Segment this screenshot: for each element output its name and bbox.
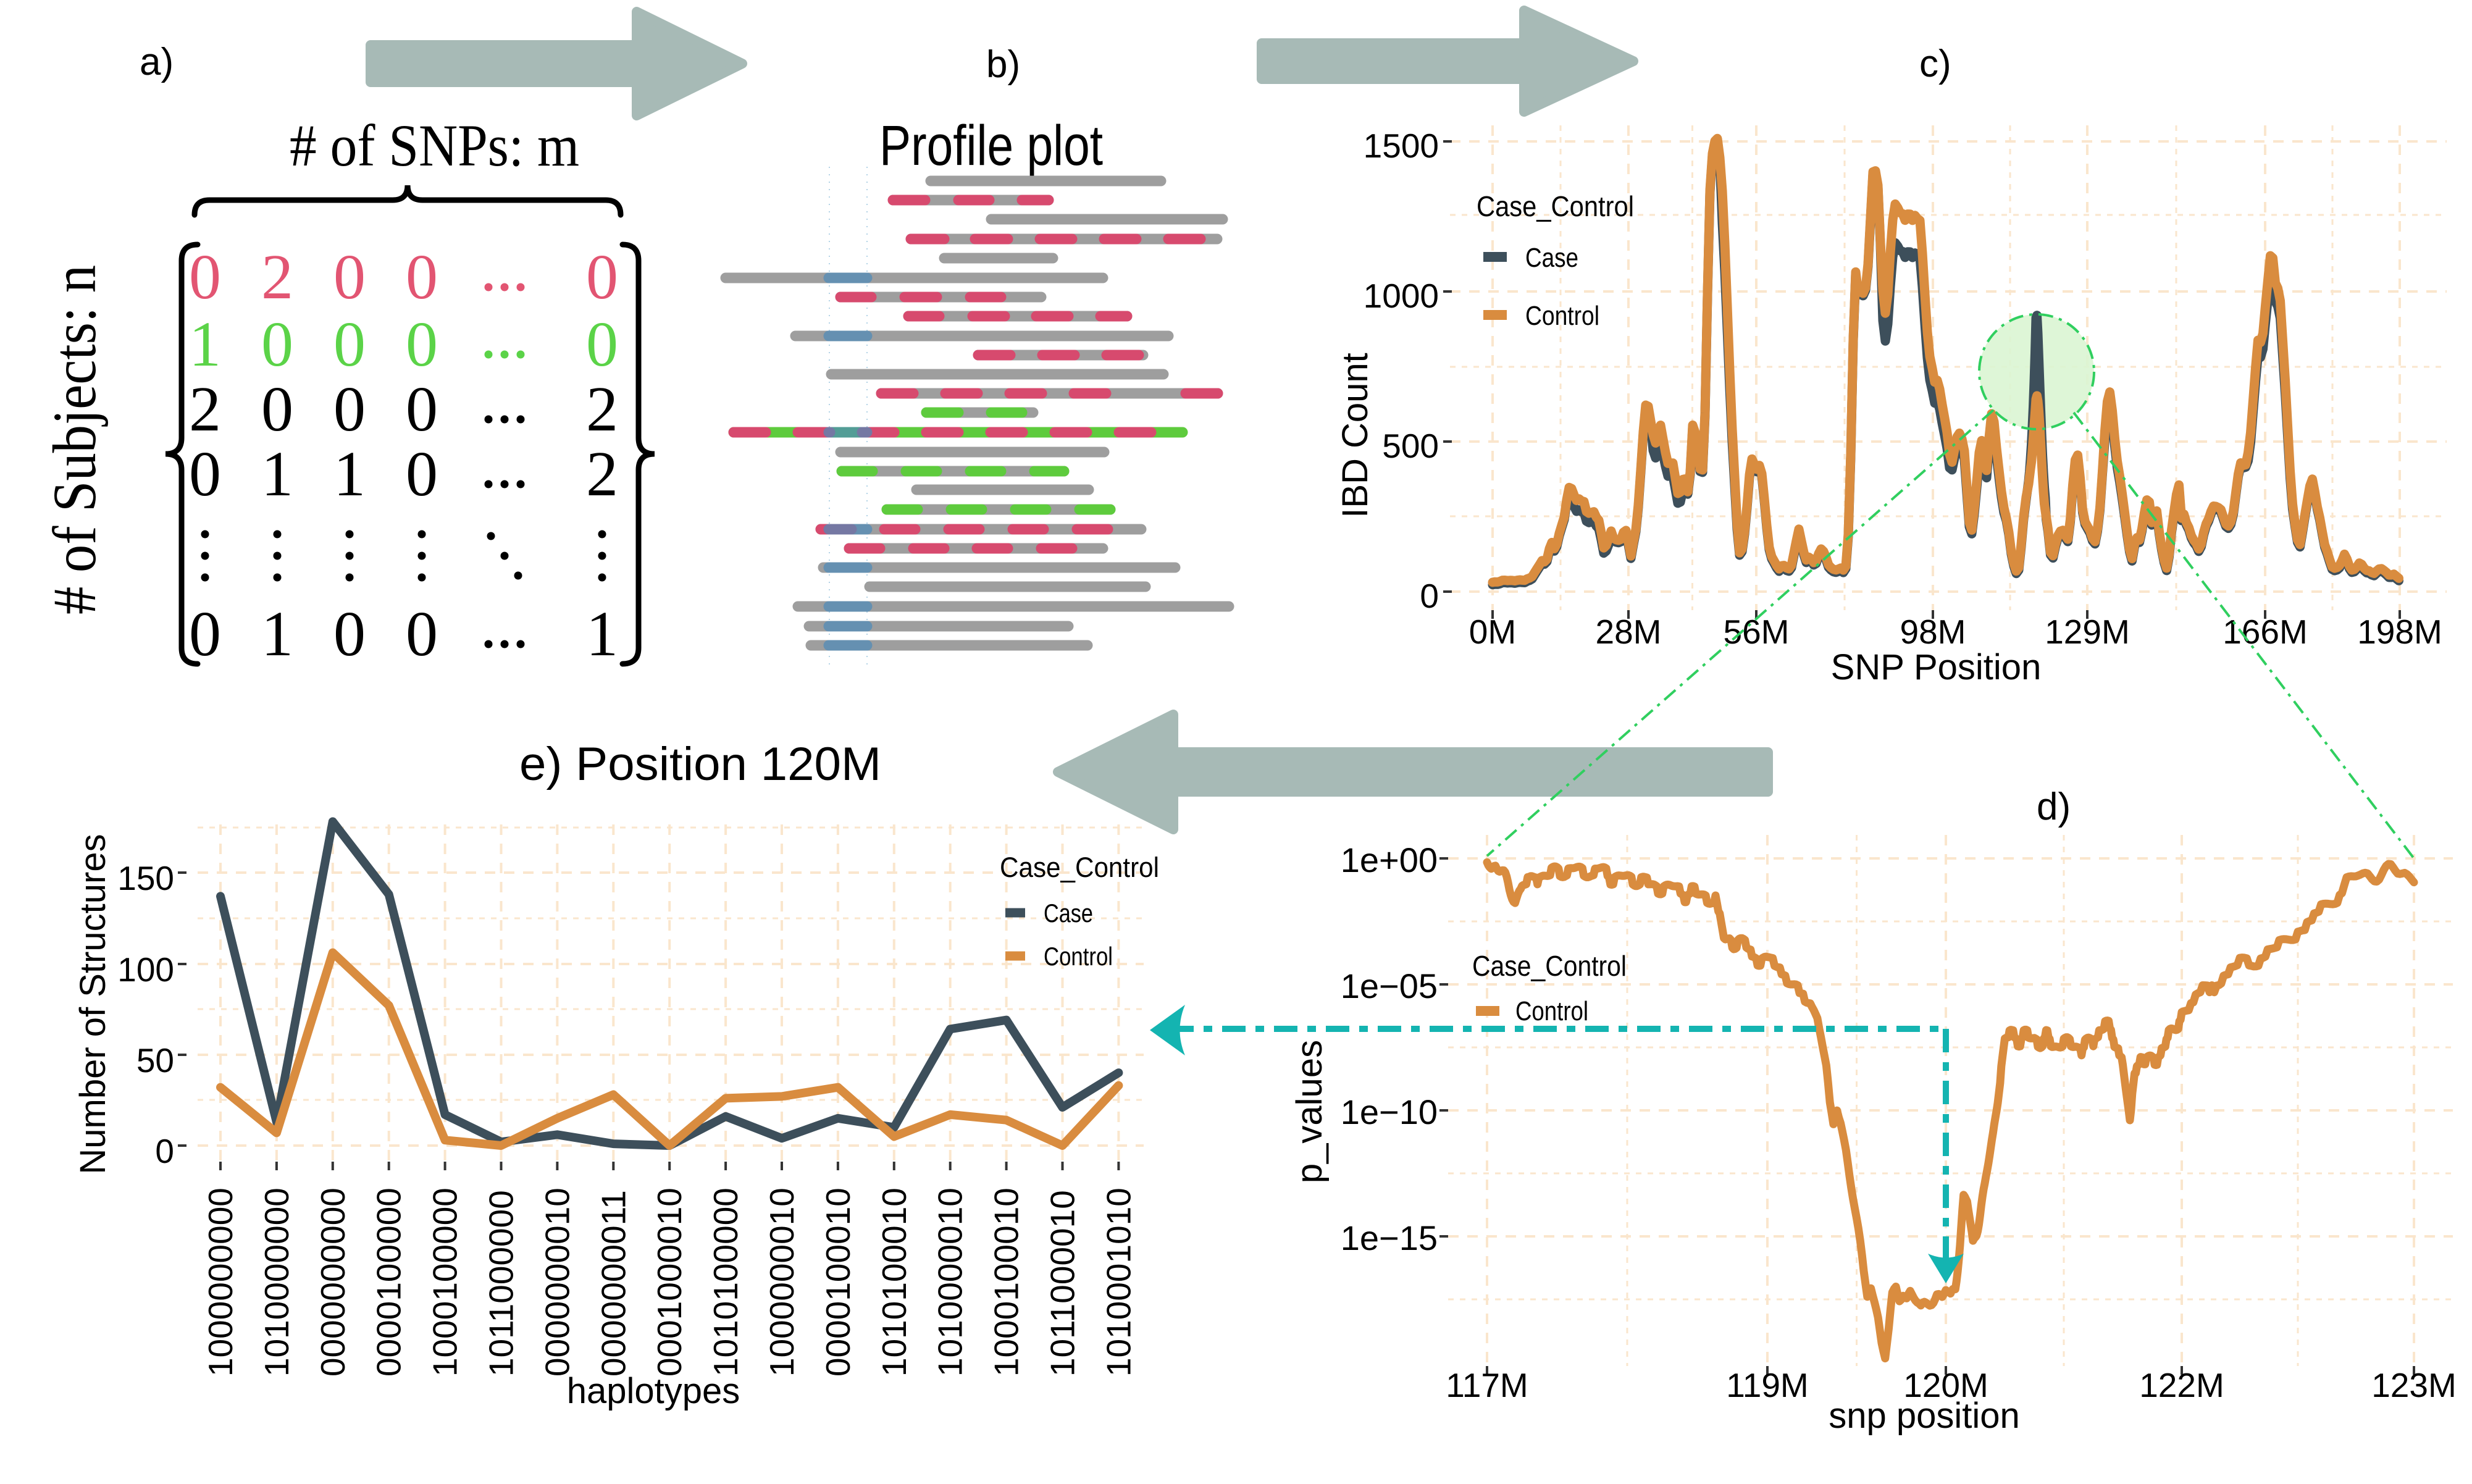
svg-text:1000100000: 1000100000 (426, 1188, 464, 1377)
svg-text:0000000011: 0000000011 (594, 1190, 632, 1377)
svg-text:Control: Control (1525, 301, 1599, 331)
svg-text:Control: Control (1044, 942, 1113, 971)
svg-text:SNP Position: SNP Position (1831, 647, 2042, 687)
svg-text:98M: 98M (1900, 613, 1966, 651)
svg-text:1010001010: 1010001010 (1099, 1188, 1138, 1377)
svg-text:0: 0 (261, 374, 293, 445)
svg-text:0: 0 (189, 598, 221, 669)
svg-text:1500: 1500 (1364, 127, 1439, 165)
svg-text:a): a) (140, 41, 174, 83)
svg-text:1011000000: 1011000000 (482, 1190, 521, 1377)
svg-text:d): d) (2037, 786, 2071, 828)
svg-text:500: 500 (1382, 427, 1439, 465)
svg-text:0000000010: 0000000010 (538, 1188, 576, 1377)
svg-text:0M: 0M (1469, 613, 1516, 651)
svg-text:1010000000: 1010000000 (258, 1188, 296, 1377)
svg-text:0000100010: 0000100010 (819, 1188, 857, 1377)
svg-text:119M: 119M (1726, 1366, 1809, 1404)
svg-text:# of SNPs: m: # of SNPs: m (290, 112, 579, 178)
svg-text:snp position: snp position (1829, 1396, 2020, 1436)
svg-text:28M: 28M (1596, 613, 1662, 651)
svg-text:Number of Structures: Number of Structures (73, 834, 113, 1174)
svg-text:1000: 1000 (1364, 277, 1439, 315)
svg-text:Case_Control: Case_Control (1477, 190, 1634, 222)
svg-text:0: 0 (261, 309, 293, 380)
svg-text:2: 2 (586, 374, 618, 445)
svg-text:1e−10: 1e−10 (1341, 1092, 1438, 1131)
svg-text:129M: 129M (2045, 613, 2130, 651)
svg-text:120M: 120M (1903, 1366, 1988, 1404)
svg-text:1: 1 (261, 598, 293, 669)
svg-text:0: 0 (586, 241, 618, 312)
svg-text:150: 150 (117, 859, 174, 897)
svg-text:0: 0 (406, 241, 438, 312)
svg-text:# of Subjects: n: # of Subjects: n (40, 265, 109, 614)
svg-text:c): c) (1919, 43, 1951, 85)
svg-text:0: 0 (406, 309, 438, 380)
svg-text:1e−15: 1e−15 (1341, 1218, 1438, 1257)
svg-text:2: 2 (586, 438, 618, 509)
svg-text:1: 1 (586, 598, 618, 669)
svg-text:Case_Control: Case_Control (1472, 950, 1627, 982)
svg-text:1e+00: 1e+00 (1341, 841, 1438, 879)
svg-text:1010100000: 1010100000 (706, 1188, 745, 1377)
svg-text:b): b) (986, 43, 1020, 86)
svg-text:e) Position 120M: e) Position 120M (519, 738, 881, 790)
svg-text:0: 0 (333, 241, 366, 312)
svg-text:p_values: p_values (1289, 1040, 1330, 1183)
svg-text:2: 2 (189, 374, 221, 445)
svg-text:1: 1 (333, 438, 366, 509)
svg-text:IBD Count: IBD Count (1335, 353, 1375, 518)
svg-text:Case_Control: Case_Control (1000, 852, 1159, 883)
svg-text:1000000000: 1000000000 (201, 1188, 240, 1377)
svg-text:0: 0 (333, 598, 366, 669)
svg-text:0: 0 (1420, 577, 1439, 615)
svg-text:1e−05: 1e−05 (1341, 966, 1438, 1005)
svg-text:100: 100 (117, 950, 174, 989)
svg-text:2: 2 (261, 241, 293, 312)
svg-text:Profile plot: Profile plot (879, 114, 1103, 177)
svg-text:0: 0 (189, 438, 221, 509)
svg-text:50: 50 (136, 1041, 174, 1079)
svg-text:1011000010: 1011000010 (1044, 1190, 1082, 1377)
svg-text:1000100010: 1000100010 (987, 1188, 1026, 1377)
svg-text:1: 1 (189, 309, 221, 380)
svg-text:0000000000: 0000000000 (314, 1188, 352, 1377)
svg-text:122M: 122M (2139, 1366, 2224, 1404)
svg-text:0000100000: 0000100000 (370, 1188, 408, 1377)
svg-text:0: 0 (155, 1132, 174, 1170)
svg-text:1010000010: 1010000010 (931, 1188, 970, 1377)
svg-text:0: 0 (406, 438, 438, 509)
svg-text:0: 0 (189, 241, 221, 312)
svg-text:0: 0 (333, 374, 366, 445)
svg-text:0: 0 (406, 374, 438, 445)
svg-text:1: 1 (261, 438, 293, 509)
svg-text:123M: 123M (2371, 1366, 2457, 1404)
svg-text:Control: Control (1515, 996, 1588, 1026)
svg-text:Case: Case (1044, 899, 1093, 928)
svg-text:0001000010: 0001000010 (650, 1188, 689, 1377)
svg-text:0: 0 (586, 309, 618, 380)
svg-text:Case: Case (1525, 243, 1578, 273)
svg-text:198M: 198M (2357, 613, 2442, 651)
svg-text:0: 0 (333, 309, 366, 380)
svg-text:1010100010: 1010100010 (875, 1188, 913, 1377)
svg-text:0: 0 (406, 598, 438, 669)
svg-text:haplotypes: haplotypes (567, 1371, 740, 1411)
svg-text:1000000010: 1000000010 (763, 1188, 801, 1377)
svg-text:117M: 117M (1446, 1366, 1528, 1404)
svg-text:166M: 166M (2223, 613, 2308, 651)
